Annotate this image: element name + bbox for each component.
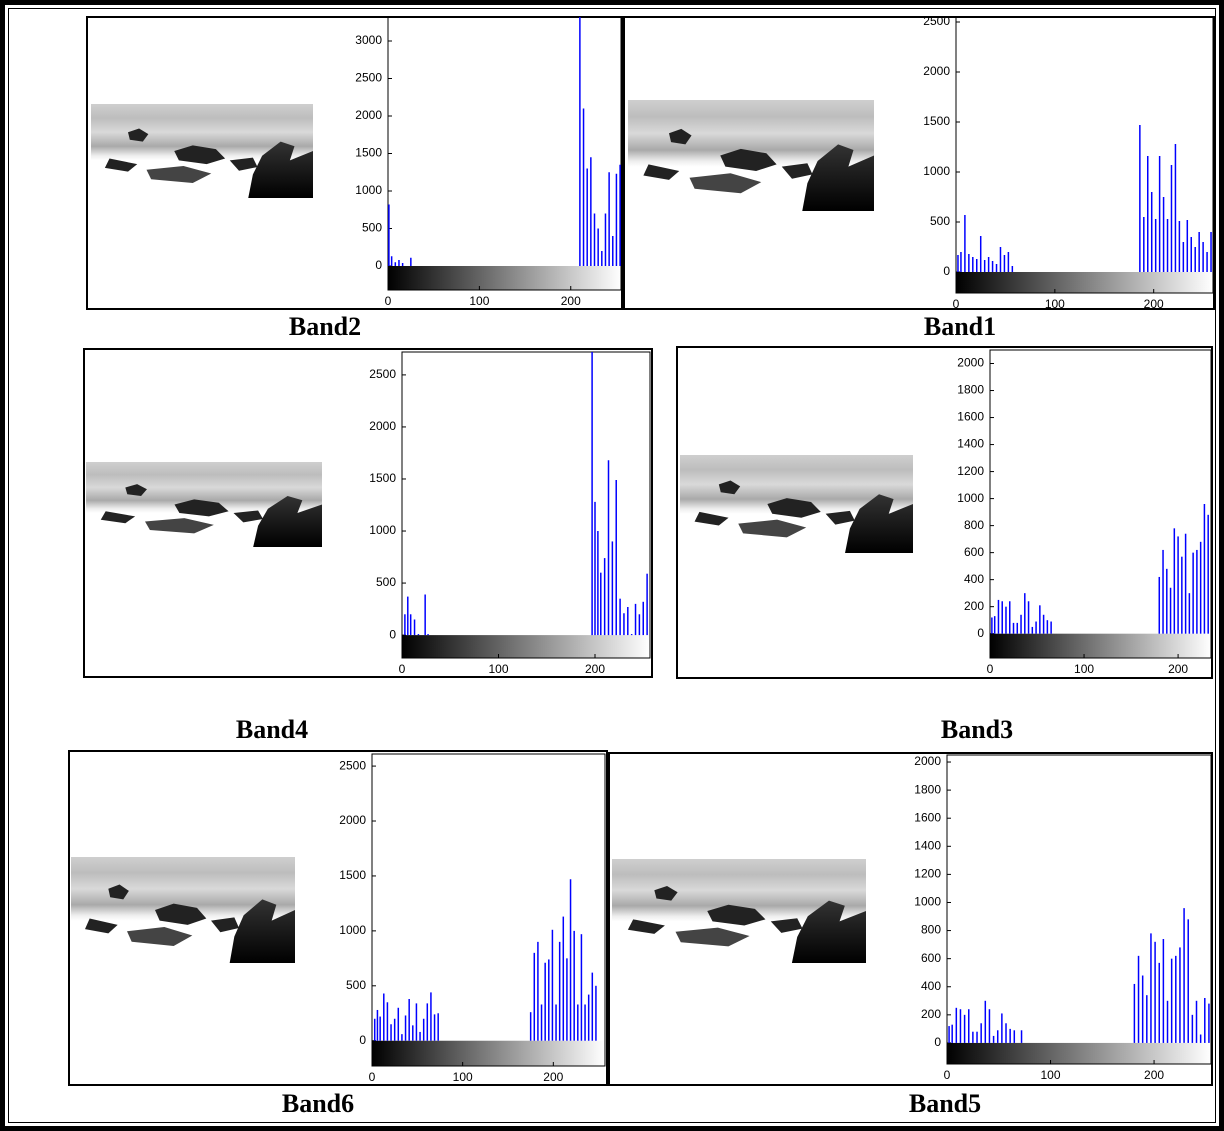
y-tick-label: 1800 [914,782,941,796]
y-tick-label: 1200 [914,867,941,881]
y-tick-label: 800 [921,923,941,937]
band-title: Band1 [924,312,996,341]
x-tick-label: 0 [953,297,960,311]
y-tick-label: 1200 [957,464,984,478]
plot-frame [946,754,1212,1065]
x-tick-label: 0 [385,294,392,308]
plot-frame [989,349,1212,659]
plot-frame [955,16,1214,294]
y-tick-label: 1500 [369,471,396,485]
y-tick-label: 0 [943,264,950,278]
x-tick-label: 100 [488,662,508,676]
x-tick-label: 100 [453,1070,473,1084]
band-title: Band3 [941,715,1013,744]
band-image [680,455,913,553]
y-tick-label: 2500 [339,758,366,772]
y-tick-label: 1600 [914,810,941,824]
band-image [628,100,874,211]
plot-frame [401,351,651,659]
y-tick-label: 1000 [355,183,382,197]
colorbar [947,1042,1211,1064]
colorbar [402,635,650,658]
y-tick-label: 200 [921,1007,941,1021]
colorbar [388,266,621,290]
y-tick-label: 1800 [957,383,984,397]
y-tick-label: 2000 [369,419,396,433]
band-title: Band6 [282,1089,354,1118]
x-tick-label: 0 [399,662,406,676]
y-tick-label: 1500 [355,146,382,160]
y-tick-label: 2000 [355,108,382,122]
band-title: Band5 [909,1089,981,1118]
x-tick-label: 200 [1144,1068,1164,1082]
colorbar [990,633,1211,658]
colorbar [372,1040,605,1066]
y-tick-label: 1000 [914,895,941,909]
y-tick-label: 500 [930,214,950,228]
y-tick-label: 2500 [369,367,396,381]
x-tick-label: 100 [469,294,489,308]
y-tick-label: 1000 [339,923,366,937]
y-tick-label: 500 [376,575,396,589]
y-tick-label: 400 [964,572,984,586]
x-tick-label: 200 [1168,662,1188,676]
y-tick-label: 2000 [923,64,950,78]
y-tick-label: 2500 [355,71,382,85]
y-tick-label: 0 [977,626,984,640]
y-tick-label: 400 [921,979,941,993]
y-tick-label: 600 [921,951,941,965]
y-tick-label: 200 [964,599,984,613]
colorbar [956,272,1213,293]
band-title: Band4 [236,715,308,744]
y-tick-label: 0 [389,627,396,641]
plot-frame [371,753,606,1067]
y-tick-label: 1400 [914,838,941,852]
x-tick-label: 100 [1045,297,1065,311]
y-tick-label: 1000 [923,164,950,178]
y-tick-label: 2000 [957,356,984,370]
x-tick-label: 200 [1144,297,1164,311]
band-image [71,857,295,963]
band-title: Band2 [289,312,361,341]
x-tick-label: 100 [1074,662,1094,676]
y-tick-label: 500 [362,221,382,235]
y-tick-label: 0 [359,1033,366,1047]
x-tick-label: 200 [543,1070,563,1084]
y-tick-label: 1000 [369,523,396,537]
y-tick-label: 2500 [923,14,950,28]
y-tick-label: 2000 [339,813,366,827]
band-image [612,859,866,963]
y-tick-label: 1000 [957,491,984,505]
y-tick-label: 3000 [355,33,382,47]
band-image [91,104,313,198]
band-image [86,462,322,547]
y-tick-label: 1400 [957,437,984,451]
y-tick-label: 1500 [923,114,950,128]
y-tick-label: 1600 [957,410,984,424]
y-tick-label: 600 [964,545,984,559]
y-tick-label: 0 [934,1035,941,1049]
x-tick-label: 0 [944,1068,951,1082]
x-tick-label: 200 [585,662,605,676]
x-tick-label: 100 [1041,1068,1061,1082]
y-tick-label: 1500 [339,868,366,882]
y-tick-label: 0 [375,258,382,272]
x-tick-label: 200 [561,294,581,308]
x-tick-label: 0 [987,662,994,676]
y-tick-label: 500 [346,978,366,992]
x-tick-label: 0 [369,1070,376,1084]
y-tick-label: 2000 [914,754,941,768]
y-tick-label: 800 [964,518,984,532]
